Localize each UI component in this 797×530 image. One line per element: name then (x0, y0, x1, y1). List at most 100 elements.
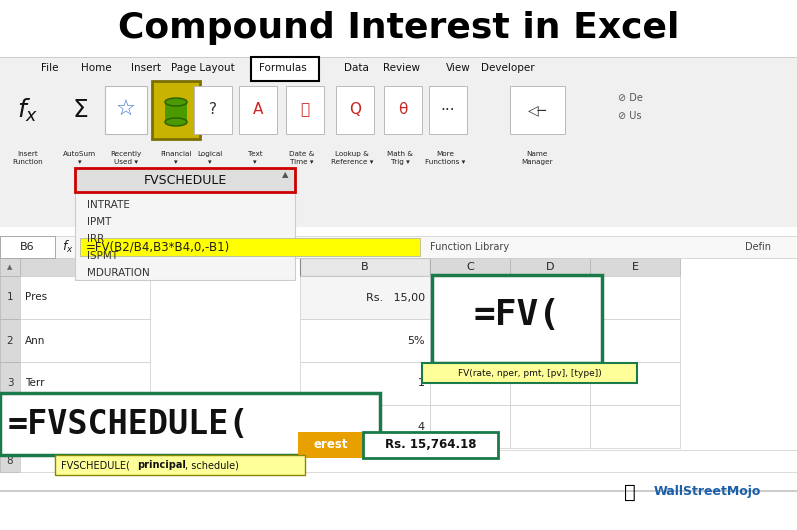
Text: IRR: IRR (87, 234, 104, 244)
Bar (105, 86, 147, 134)
Text: 🐢: 🐢 (624, 482, 636, 501)
Bar (20, 405, 150, 448)
Ellipse shape (165, 98, 187, 106)
Bar (298, 432, 363, 458)
Text: IPMT: IPMT (87, 217, 112, 227)
Text: Home: Home (80, 63, 112, 73)
Text: ☆: ☆ (116, 100, 136, 120)
Text: FVSCHEDULE: FVSCHEDULE (143, 173, 226, 187)
Bar (590, 362, 680, 405)
Bar (0, 57, 797, 227)
Text: ▬: ▬ (171, 101, 181, 111)
Text: $f_x$: $f_x$ (18, 96, 38, 123)
Text: Compound Interest in Excel: Compound Interest in Excel (118, 11, 679, 45)
Bar (300, 362, 430, 405)
Text: 4: 4 (418, 421, 425, 431)
Text: Page Layout: Page Layout (171, 63, 235, 73)
Text: Q: Q (349, 102, 361, 118)
Text: ⏰: ⏰ (300, 102, 309, 118)
Text: A: A (253, 102, 263, 118)
Text: MDURATION: MDURATION (87, 268, 150, 278)
Text: ⊘ De: ⊘ De (618, 93, 643, 103)
Text: Name
Manager: Name Manager (521, 151, 553, 165)
Text: Logical
▾: Logical ▾ (198, 151, 222, 165)
Bar (430, 276, 510, 319)
Text: $\Sigma$: $\Sigma$ (72, 98, 88, 122)
Bar (75, 168, 295, 280)
Bar (430, 258, 510, 276)
Text: Date &
Time ▾: Date & Time ▾ (289, 151, 315, 165)
Text: Terr: Terr (25, 378, 45, 388)
Bar (152, 81, 200, 139)
Text: FV(rate, nper, pmt, [pv], [type]): FV(rate, nper, pmt, [pv], [type]) (457, 368, 602, 377)
Text: , schedule): , schedule) (185, 460, 239, 470)
Text: 1: 1 (6, 293, 14, 303)
Bar (80, 238, 420, 256)
Text: Insert
Function: Insert Function (13, 151, 43, 165)
Bar (75, 168, 295, 192)
Text: =FVSCHEDULE(: =FVSCHEDULE( (8, 408, 249, 440)
Text: ▲: ▲ (7, 264, 13, 270)
Bar (510, 405, 590, 448)
Bar (0, 490, 797, 492)
Bar (430, 362, 510, 405)
Text: WallStreetMojo: WallStreetMojo (654, 485, 761, 499)
Text: 5%: 5% (407, 335, 425, 346)
Text: Pres: Pres (25, 293, 47, 303)
Text: Ann: Ann (25, 335, 45, 346)
Bar (300, 405, 430, 448)
Bar (286, 86, 324, 134)
Bar (0, 236, 797, 258)
Text: Review: Review (383, 63, 421, 73)
Bar (510, 276, 590, 319)
Text: ▲: ▲ (282, 171, 289, 180)
Text: ◁─: ◁─ (528, 103, 547, 117)
Text: ▬: ▬ (171, 113, 181, 123)
Bar (363, 432, 498, 458)
Text: E: E (631, 262, 638, 272)
Bar (0, 393, 380, 455)
Text: Defin: Defin (745, 242, 771, 252)
Text: D: D (546, 262, 554, 272)
Bar (336, 86, 374, 134)
Bar (590, 276, 680, 319)
Bar (430, 319, 510, 362)
Bar (384, 86, 422, 134)
Bar (20, 276, 150, 319)
Text: B: B (361, 262, 369, 272)
Text: More
Functions ▾: More Functions ▾ (425, 151, 465, 165)
Bar (0, 450, 20, 472)
Text: 3: 3 (6, 378, 14, 388)
Bar (55, 455, 305, 475)
Text: $f_x$: $f_x$ (62, 239, 74, 255)
Bar (0, 236, 55, 258)
Bar (590, 258, 680, 276)
Bar (300, 319, 430, 362)
Text: Function Library: Function Library (430, 242, 509, 252)
Text: B6: B6 (20, 242, 34, 252)
Text: principal: principal (137, 460, 186, 470)
Bar (510, 319, 590, 362)
Bar (510, 86, 565, 134)
Bar (0, 258, 797, 490)
Text: erest: erest (313, 438, 347, 452)
Text: File: File (41, 63, 59, 73)
Text: Data: Data (344, 63, 368, 73)
Text: ···: ··· (441, 102, 455, 118)
Text: 8: 8 (6, 456, 14, 466)
Bar (20, 362, 150, 405)
Bar (510, 258, 590, 276)
Text: 1: 1 (418, 378, 425, 388)
Text: =FV(: =FV( (473, 298, 560, 332)
Text: ISPMT: ISPMT (87, 251, 118, 261)
Ellipse shape (165, 118, 187, 126)
Text: FVSCHEDULE(: FVSCHEDULE( (61, 460, 130, 470)
Bar (422, 363, 637, 383)
Bar (300, 276, 430, 319)
Bar (590, 319, 680, 362)
Bar (165, 102, 187, 122)
Bar (20, 319, 150, 362)
Bar (0, 276, 20, 319)
Text: Formulas: Formulas (259, 63, 307, 73)
Text: ?: ? (209, 102, 217, 118)
